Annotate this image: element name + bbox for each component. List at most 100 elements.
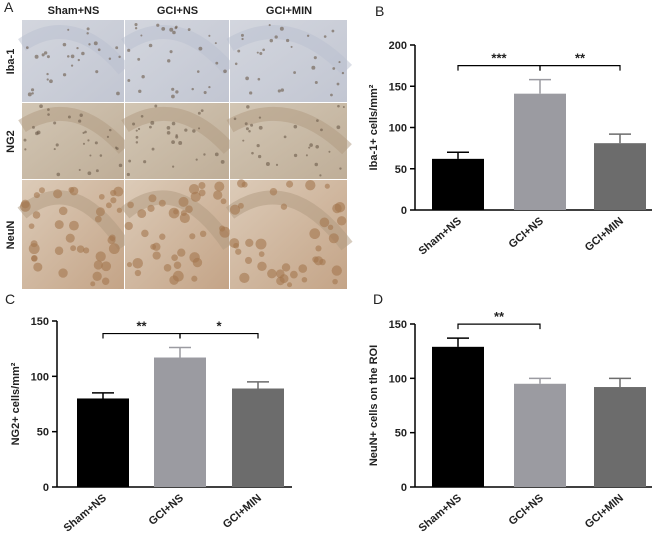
cell: [277, 89, 281, 93]
cell: [198, 46, 203, 51]
cell: [93, 260, 103, 270]
cell: [76, 46, 79, 50]
cell: [127, 48, 131, 52]
cell: [290, 45, 293, 48]
cell: [220, 198, 227, 205]
cell: [265, 162, 270, 166]
cell: [198, 189, 206, 197]
cell: [332, 278, 338, 285]
cell: [330, 93, 333, 97]
cell: [235, 248, 242, 255]
tissue-band: [17, 190, 130, 250]
cell: [36, 130, 41, 135]
cell: [191, 275, 198, 282]
cell: [269, 38, 274, 43]
cell: [188, 184, 200, 195]
cell: [113, 186, 124, 197]
x-tick-label: Sham+NS: [417, 492, 464, 534]
cell: [33, 192, 40, 199]
cell: [99, 154, 103, 157]
cell: [178, 196, 189, 207]
cell: [339, 167, 342, 170]
y-tick-label: 200: [389, 40, 407, 52]
cell: [25, 46, 29, 49]
cell: [174, 26, 178, 30]
cell: [94, 141, 98, 145]
cell: [341, 71, 345, 75]
cell: [293, 153, 298, 158]
cell: [87, 139, 90, 142]
cell: [127, 201, 134, 209]
cell: [177, 248, 186, 257]
cell: [31, 92, 34, 95]
cell: [191, 87, 194, 91]
cell: [293, 124, 298, 129]
cell: [250, 123, 254, 127]
y-tick-label: 150: [389, 319, 407, 331]
bar: [432, 346, 484, 487]
cell: [255, 238, 267, 250]
x-tick-label: Sham+NS: [62, 492, 109, 534]
cell: [32, 125, 35, 129]
cell: [169, 50, 173, 54]
bar: [232, 388, 284, 487]
cell: [258, 125, 263, 130]
cell: [301, 276, 308, 283]
cell: [316, 119, 319, 122]
cell: [92, 271, 102, 282]
cell: [331, 29, 335, 33]
cell: [47, 108, 50, 111]
cell: [320, 128, 323, 132]
significance-label: ***: [491, 51, 507, 66]
cell: [203, 90, 207, 95]
cell: [214, 181, 225, 192]
bar: [514, 93, 566, 210]
cell: [132, 257, 143, 269]
cell: [135, 129, 138, 132]
cell: [313, 56, 317, 60]
cell: [332, 67, 336, 70]
tissue-band: [18, 25, 130, 75]
cell: [171, 94, 175, 99]
y-tick-label: 150: [389, 81, 407, 93]
cell: [180, 210, 187, 217]
cell: [172, 30, 176, 35]
y-tick-label: 50: [395, 428, 407, 440]
cell: [46, 72, 49, 76]
tissue-band: [121, 106, 235, 154]
error-bar: [609, 377, 631, 388]
cell: [167, 59, 171, 63]
cell: [54, 246, 64, 256]
cell: [19, 201, 31, 212]
x-tick-label: GCI+NS: [147, 492, 186, 528]
y-tick-label: 50: [37, 427, 49, 439]
cell: [141, 75, 145, 79]
cell: [237, 49, 241, 53]
cell: [213, 190, 223, 200]
cell: [280, 203, 288, 210]
cell: [249, 91, 253, 95]
cell: [185, 205, 193, 214]
cell: [242, 139, 245, 142]
cell: [78, 119, 82, 123]
cell: [229, 238, 240, 248]
cell: [237, 202, 244, 209]
cell: [332, 203, 342, 214]
cell: [171, 140, 175, 145]
cell: [108, 57, 112, 61]
cell: [246, 105, 250, 109]
cell: [79, 113, 83, 117]
y-tick-label: 0: [43, 482, 49, 494]
cell: [199, 230, 207, 238]
cell: [101, 261, 112, 272]
cell: [148, 194, 157, 203]
cell: [251, 151, 254, 155]
cell: [140, 34, 143, 37]
cell: [319, 217, 330, 228]
y-axis-label: Iba-1+ cells/mm²: [368, 84, 380, 170]
tissue-band: [18, 106, 130, 154]
cell: [286, 180, 294, 188]
cell: [143, 160, 147, 164]
cell: [46, 55, 50, 59]
cell: [196, 70, 200, 73]
